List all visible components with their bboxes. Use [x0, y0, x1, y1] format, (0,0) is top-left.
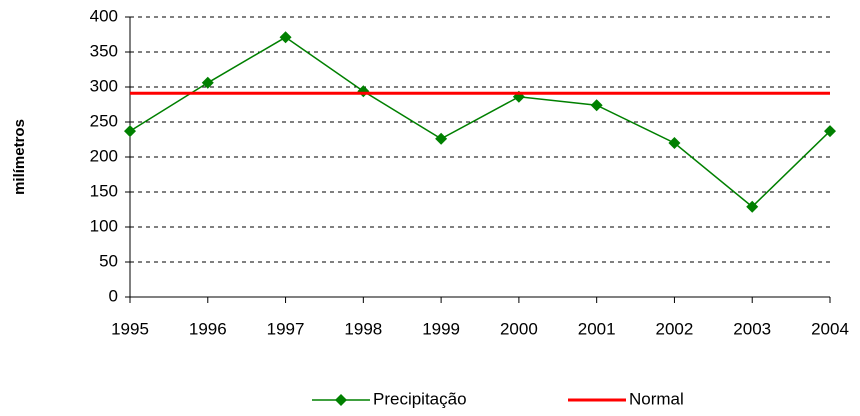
- x-tick-label: 1996: [189, 319, 227, 338]
- x-tick-label: 1999: [422, 319, 460, 338]
- y-tick-label: 100: [90, 216, 118, 235]
- x-tick-label: 2002: [656, 319, 694, 338]
- x-tick-label: 1995: [111, 319, 149, 338]
- data-point: [357, 85, 370, 98]
- y-tick-label: 250: [90, 111, 118, 130]
- x-tick-label: 1998: [344, 319, 382, 338]
- x-tick-label: 2003: [733, 319, 771, 338]
- legend-label: Precipitação: [373, 389, 467, 408]
- data-point: [279, 31, 292, 44]
- y-tick-label: 0: [109, 286, 118, 305]
- legend-marker: [335, 394, 347, 406]
- data-point: [746, 200, 759, 213]
- legend-label: Normal: [629, 389, 684, 408]
- y-tick-label: 350: [90, 41, 118, 60]
- y-axis-label: milímetros: [11, 119, 28, 195]
- data-point: [124, 125, 136, 138]
- x-tick-label: 2000: [500, 319, 538, 338]
- data-point: [824, 125, 836, 138]
- y-tick-label: 400: [90, 6, 118, 25]
- series-line: [129, 36, 831, 208]
- x-tick-label: 2001: [578, 319, 616, 338]
- data-point: [590, 99, 603, 112]
- y-tick-label: 300: [90, 76, 118, 95]
- data-point: [435, 132, 448, 145]
- x-tick-label: 2004: [811, 319, 849, 338]
- data-point: [201, 76, 214, 89]
- data-point: [668, 137, 681, 149]
- y-tick-label: 150: [90, 181, 118, 200]
- y-tick-label: 200: [90, 146, 118, 165]
- y-tick-label: 50: [99, 251, 118, 270]
- x-tick-label: 1997: [267, 319, 305, 338]
